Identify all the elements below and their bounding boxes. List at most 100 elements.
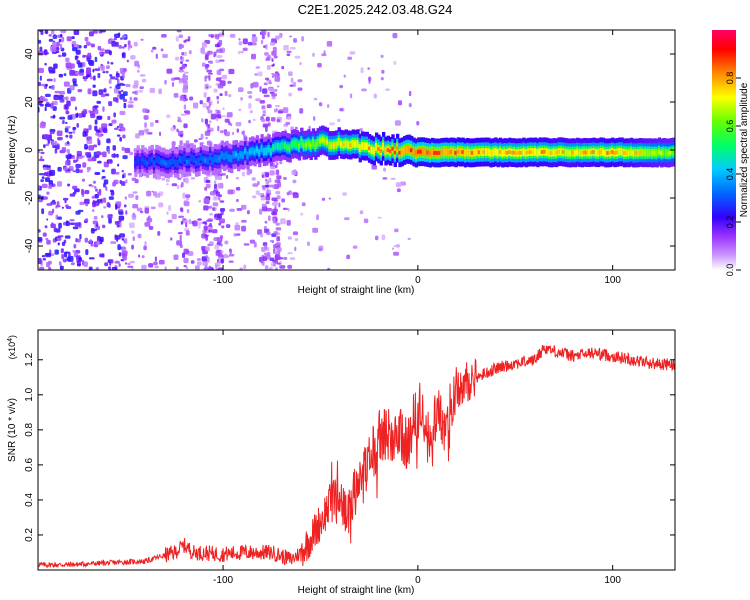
spectrogram-cell — [39, 103, 44, 107]
spectrogram-cell — [65, 251, 70, 254]
spectrogram-ridge-cell — [363, 142, 367, 151]
spectrogram-ridge-cell — [403, 146, 407, 155]
spectrogram-cell — [180, 61, 183, 64]
spectrogram-cell — [213, 180, 217, 185]
spectrogram-cell — [274, 71, 279, 74]
spectrogram-cell — [391, 247, 395, 250]
spectrogram-ridge-cell — [279, 142, 283, 151]
spectrogram-cell — [108, 266, 111, 270]
spectrogram-ridge-cell — [421, 147, 426, 156]
spectrogram-cell — [135, 195, 139, 200]
spectrogram-cell — [94, 171, 101, 175]
spectrogram-cell — [160, 48, 164, 52]
spectrogram-cell — [205, 246, 210, 252]
spectrogram-cell — [204, 63, 210, 68]
spectrogram-cell — [96, 115, 102, 120]
spectrogram-cell — [208, 205, 213, 209]
spectrogram-cell — [249, 239, 256, 244]
spectrogram-cell — [329, 122, 335, 126]
spectrogram-cell — [218, 39, 223, 46]
spectrogram-cell — [83, 145, 88, 148]
spectrogram-cell — [288, 71, 293, 77]
spectrogram-ridge-cell — [629, 148, 634, 156]
spectrogram-cell — [59, 116, 66, 120]
spectrogram-cell — [271, 58, 274, 62]
spectrogram-cell — [124, 204, 127, 208]
spectrogram-ridge-cell — [559, 147, 563, 156]
spectrogram-cell — [184, 63, 187, 66]
spectrogram-cell — [77, 89, 83, 93]
spectrogram-cell — [38, 194, 42, 198]
spectrogram-cell — [180, 173, 184, 179]
spectrogram-cell — [205, 183, 211, 189]
spectrogram-cell — [217, 83, 224, 89]
spectrogram-cell — [166, 114, 171, 119]
spectrogram-cell — [255, 66, 261, 69]
spectrogram-cell — [185, 194, 191, 198]
spectrogram-ridge-cell — [349, 143, 353, 147]
spectrogram-cell — [216, 175, 222, 181]
spectrogram-cell — [90, 113, 96, 119]
spectrogram-cell — [279, 161, 283, 165]
spectrogram-cell — [210, 34, 214, 39]
spectrogram-cell — [166, 68, 173, 74]
spectrogram-cell — [95, 267, 100, 270]
spectrogram-cell — [213, 183, 218, 190]
spectrogram-cell — [70, 63, 75, 69]
spectrogram-cell — [173, 254, 179, 261]
spectrogram-ridge-cell — [251, 146, 255, 155]
spectrogram-ridge-cell — [505, 150, 510, 155]
spectrogram-ridge-cell — [592, 150, 596, 154]
spectrogram-cell — [39, 122, 46, 129]
spectrogram-ridge-cell — [604, 149, 608, 157]
spectrogram-ridge-cell — [648, 148, 652, 157]
spectrogram-cell — [132, 84, 139, 89]
spectrogram-cell — [108, 123, 113, 127]
spectrogram-cell — [267, 254, 271, 260]
spectrogram-cell — [132, 191, 138, 194]
spectrogram-ridge-cell — [223, 152, 227, 161]
spectrogram-cell — [69, 69, 75, 76]
spectrogram-ridge-cell — [232, 150, 236, 159]
spectrogram-cell — [127, 262, 131, 265]
spectrogram-cell — [297, 79, 303, 83]
spectrogram-cell — [218, 222, 222, 226]
spectrogram-cell — [116, 224, 120, 228]
spectrogram-cell — [155, 53, 158, 59]
spectrogram-cell — [40, 155, 43, 161]
spectrogram-cell — [277, 110, 284, 114]
spectrogram-cell — [85, 152, 92, 156]
spectrogram-ridge-cell — [178, 157, 182, 162]
spectrogram-cell — [196, 258, 201, 261]
spectrogram-cell — [84, 198, 90, 205]
spectrogram-cell — [265, 126, 268, 132]
spectrogram-ridge-cell — [517, 150, 521, 155]
spectrogram-cell — [54, 94, 58, 98]
spectrogram-cell — [192, 220, 198, 227]
spectrogram-cell — [276, 262, 281, 265]
spectrogram-cell — [61, 241, 66, 247]
spectrogram-cell — [64, 127, 69, 133]
spectrogram-cell — [396, 188, 401, 193]
spectrogram-cell — [201, 256, 207, 262]
spectrogram-cell — [206, 96, 210, 103]
spectrogram-cell — [312, 227, 319, 233]
colorbar-tick-label: 0.2 — [725, 216, 735, 229]
spectrogram-cell — [82, 55, 88, 58]
spectrogram-ridge-cell — [372, 147, 376, 155]
spectrogram-cell — [58, 222, 62, 229]
spectrogram-cell — [201, 42, 207, 48]
spectrogram-ridge-cell — [344, 139, 348, 148]
spectrogram-cell — [83, 261, 88, 268]
spectrogram-cell — [86, 42, 92, 46]
spectrogram-cell — [73, 159, 77, 163]
spectrogram-cell — [251, 34, 257, 37]
spectrogram-cell — [115, 41, 119, 47]
spectrogram-cell — [115, 204, 118, 210]
spectrogram-cell — [204, 265, 208, 269]
spectrogram-cell — [263, 82, 268, 86]
spectrogram-cell — [38, 81, 42, 87]
spectrogram-cell — [118, 44, 123, 49]
spectrogram-cell — [397, 100, 403, 106]
spectrogram-cell — [198, 223, 201, 229]
